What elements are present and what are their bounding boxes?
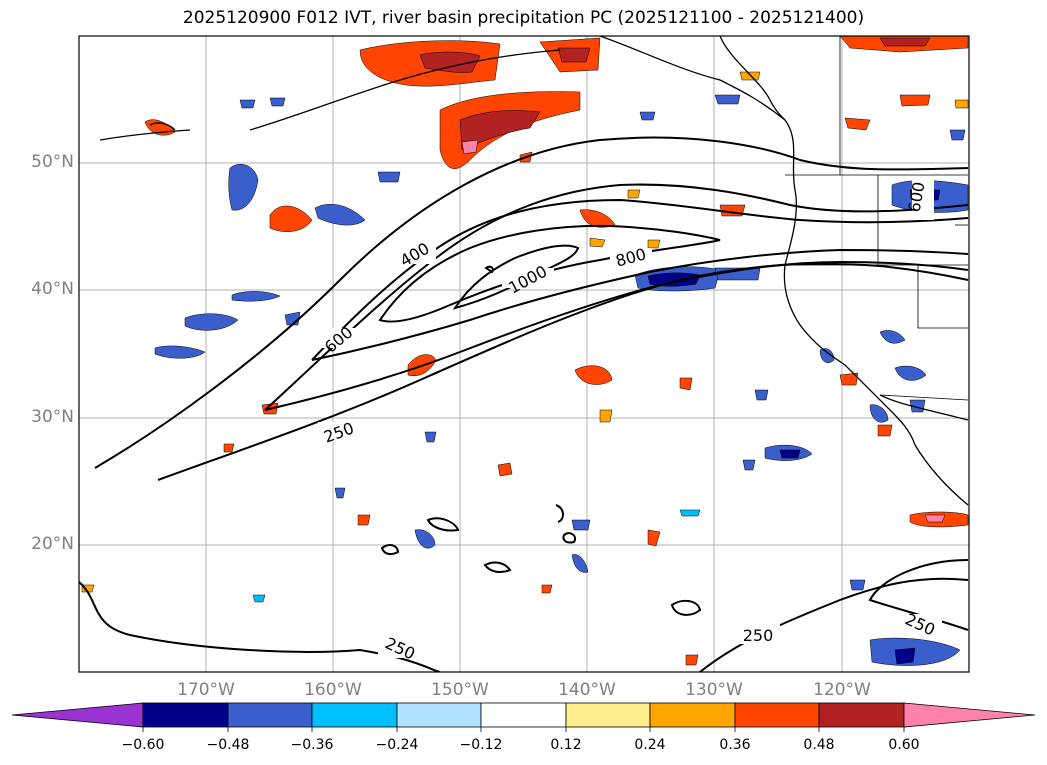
colorbar-tick-label: 0.24	[634, 737, 666, 753]
contour-label-backgrounds	[318, 180, 942, 658]
lat-label: 30°N	[31, 407, 74, 427]
colorbar-tick-label: 0.36	[719, 737, 751, 753]
colorbar-tick-label: −0.12	[459, 737, 503, 753]
lon-label: 170°W	[177, 680, 235, 700]
colorbar-tick-label: −0.48	[206, 737, 250, 753]
colorbar-extend-high	[903, 702, 1036, 728]
lat-label: 50°N	[31, 152, 74, 172]
map-area[interactable]	[79, 36, 969, 672]
colorbar-tick-label: 0.48	[803, 737, 835, 753]
lat-label: 20°N	[31, 534, 74, 554]
lon-label: 120°W	[813, 680, 871, 700]
colorbar-extend-low	[11, 702, 144, 728]
colorbar-tick-label: −0.24	[375, 737, 419, 753]
lon-label: 160°W	[304, 680, 362, 700]
ivt-contours	[79, 136, 969, 672]
map-frame	[78, 35, 970, 673]
lat-label: 40°N	[31, 279, 74, 299]
lon-label: 150°W	[431, 680, 489, 700]
map-title: 2025120900 F012 IVT, river basin precipi…	[182, 8, 865, 28]
colorbar-tick-label: −0.36	[290, 737, 334, 753]
lon-label: 140°W	[558, 680, 616, 700]
political-borders	[785, 36, 969, 401]
colorbar-tick-label: −0.60	[121, 737, 165, 753]
colorbar-tick-label: 0.60	[888, 737, 920, 753]
colorbar	[11, 702, 1036, 732]
coastlines	[99, 36, 969, 506]
lon-label: 130°W	[685, 680, 743, 700]
colorbar-tick-label: 0.12	[550, 737, 582, 753]
gridlines	[79, 36, 969, 672]
contour-label: 250	[743, 626, 774, 645]
